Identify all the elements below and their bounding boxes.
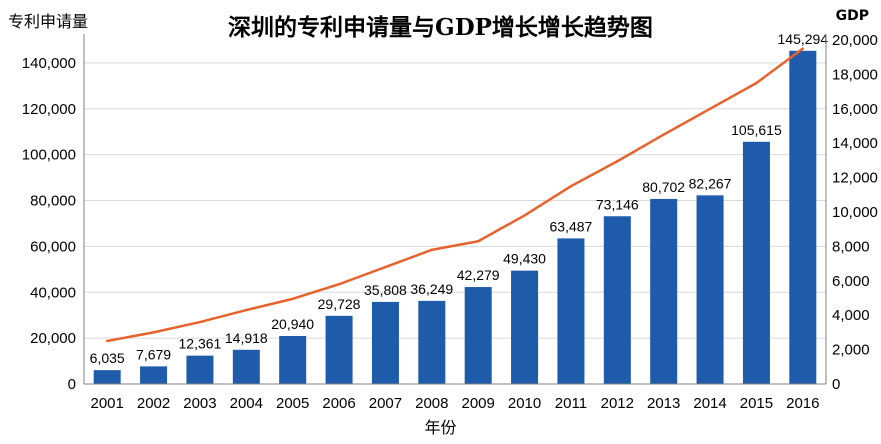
gdp-point [755, 81, 758, 85]
bar [325, 315, 353, 384]
bar-data-label: 36,249 [410, 281, 453, 297]
bar-data-label: 63,487 [550, 218, 593, 234]
bar-data-label: 49,430 [503, 251, 546, 267]
bar-data-label: 35,808 [364, 282, 407, 298]
gdp-point [291, 297, 294, 301]
gdp-point [569, 185, 573, 188]
x-tick-label: 2002 [137, 395, 170, 412]
gdp-point [105, 339, 109, 343]
x-tick-label: 2011 [555, 395, 587, 412]
bar-data-label: 14,918 [225, 330, 268, 346]
x-tick-label: 2012 [601, 395, 634, 412]
y-axis-title-right: GDP [835, 8, 869, 24]
bar [418, 300, 446, 384]
x-tick-label: 2004 [230, 395, 263, 412]
bar [557, 238, 585, 384]
bar [789, 50, 817, 385]
bar-data-label: 82,267 [689, 175, 732, 191]
bar-data-labels: 6,035 7,679 12,361 14,91820,94029,72835,808… [90, 31, 829, 366]
bar [511, 270, 539, 384]
y-tick-label-right: 0 [832, 376, 840, 393]
gdp-point [523, 214, 526, 217]
bar [232, 349, 260, 384]
bar-data-label: 80,702 [642, 179, 685, 195]
y-tick-label-left: 120,000 [22, 101, 76, 118]
x-tick-label: 2013 [647, 395, 680, 412]
gdp-point [245, 308, 248, 312]
bar-data-label: 6,035 [90, 350, 125, 366]
y-tick-label-left: 80,000 [30, 193, 76, 210]
gdp-point [801, 47, 805, 50]
x-tick-label: 2010 [508, 395, 541, 412]
bar [279, 335, 307, 384]
y-tick-label-right: 2,000 [832, 342, 870, 359]
y-tick-label-right: 12,000 [832, 170, 878, 187]
axes: 0 20,000 40,000 60,000 80,000 100,000 120,000 1… [22, 32, 878, 412]
y-axis-title-left: 专利申请量 [8, 12, 89, 31]
bar-data-label: 7,679 [136, 346, 171, 362]
x-tick-label: 2008 [415, 395, 448, 412]
bar-data-label: 42,279 [457, 267, 500, 283]
y-tick-label-left: 100,000 [22, 147, 76, 164]
y-tick-label-right: 14,000 [832, 135, 878, 152]
gdp-line-series [105, 47, 805, 343]
y-tick-label-left: 0 [68, 376, 76, 393]
y-tick-label-right: 20,000 [832, 32, 878, 49]
gdp-point [662, 133, 665, 136]
bar-data-label: 29,728 [318, 296, 361, 312]
bar-data-label: 20,940 [271, 316, 314, 332]
gdp-point [708, 107, 712, 111]
x-tick-label: 2001 [91, 395, 124, 412]
x-tick-label: 2005 [276, 395, 309, 412]
bar-series [93, 50, 817, 385]
y-tick-label-right: 18,000 [832, 66, 878, 83]
y-tick-label-right: 10,000 [832, 204, 878, 221]
bar [186, 355, 214, 384]
x-tick-label: 2003 [183, 395, 216, 412]
bar [650, 198, 678, 384]
bar [742, 141, 770, 384]
y-tick-label-right: 6,000 [832, 273, 870, 290]
bar [140, 366, 168, 384]
bar [696, 195, 724, 384]
bar [464, 287, 492, 384]
gdp-point [384, 265, 387, 269]
x-tick-label: 2016 [786, 395, 819, 412]
gdp-point [430, 248, 434, 252]
bar-data-label: 12,361 [179, 336, 222, 352]
bar [371, 301, 399, 384]
y-tick-label-right: 4,000 [832, 307, 870, 324]
gdp-line [106, 47, 804, 343]
bar [93, 370, 121, 384]
x-tick-label: 2014 [693, 395, 726, 412]
gdp-point [152, 331, 155, 334]
bar-data-label: 105,615 [731, 122, 782, 138]
gdp-point [476, 240, 480, 243]
gdp-point [337, 283, 341, 286]
x-tick-label: 2006 [322, 395, 355, 412]
x-tick-label: 2009 [462, 395, 495, 412]
y-tick-label-left: 40,000 [30, 284, 76, 301]
y-tick-label-left: 140,000 [22, 55, 76, 72]
y-tick-label-right: 8,000 [832, 238, 870, 255]
chart-title: 深圳的专利申请量与GDP增长增长趋势图 [228, 14, 653, 41]
gdp-point [616, 160, 619, 163]
gdp-point [198, 320, 202, 324]
bar [603, 216, 631, 384]
bar-data-label: 145,294 [778, 31, 829, 47]
x-axis-title: 年份 [424, 418, 457, 437]
y-tick-label-left: 20,000 [30, 330, 76, 347]
bar-data-label: 73,146 [596, 196, 639, 212]
y-tick-label-left: 60,000 [30, 238, 76, 255]
x-tick-label: 2015 [740, 395, 773, 412]
y-tick-label-right: 16,000 [832, 101, 878, 118]
x-tick-label: 2007 [369, 395, 402, 412]
